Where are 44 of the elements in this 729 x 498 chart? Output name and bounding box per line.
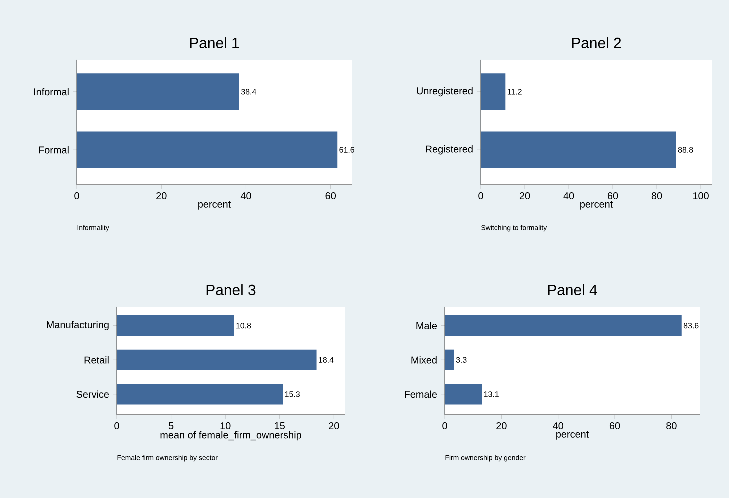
bar: [117, 350, 317, 370]
x-tick-label: 80: [652, 192, 662, 200]
x-tick-label: 5: [168, 422, 174, 430]
y-tick-label: Retail: [84, 356, 109, 364]
x-axis-title: percent: [556, 431, 590, 440]
x-tick-label: 15: [275, 422, 285, 430]
x-tick-label: 40: [553, 422, 564, 430]
x-tick-label: 20: [156, 192, 167, 200]
x-axis-title: mean of female_firm_ownership: [160, 431, 302, 441]
x-tick-label: 20: [520, 192, 530, 200]
x-tick-label: 20: [496, 422, 507, 430]
x-tick-label: 20: [329, 422, 340, 430]
chart-title: Panel 4: [548, 284, 598, 296]
x-tick-label: 40: [240, 192, 252, 200]
x-tick-label: 40: [564, 192, 574, 200]
y-tick-label: Formal: [39, 146, 69, 154]
bar: [117, 384, 284, 405]
y-tick-label: Manufacturing: [47, 321, 109, 330]
bar: [445, 316, 682, 336]
y-tick-label: Male: [416, 322, 438, 330]
x-tick-label: 0: [114, 422, 120, 430]
y-tick-label: Registered: [426, 145, 473, 155]
chart-title: Panel 2: [572, 38, 622, 48]
x-tick-label: 10: [220, 422, 231, 430]
y-tick-label: Unregistered: [417, 87, 473, 97]
x-axis-title: percent: [198, 201, 232, 210]
bar: [117, 316, 234, 336]
y-tick-label: Service: [76, 390, 110, 398]
x-tick-label: 60: [326, 192, 336, 200]
y-tick-label: Mixed: [412, 356, 437, 364]
y-tick-label: Female: [405, 390, 438, 398]
x-tick-label: 0: [442, 422, 448, 430]
bar: [445, 350, 454, 370]
x-axis-title: percent: [580, 201, 614, 210]
chart-title: Panel 1: [190, 38, 240, 48]
x-tick-label: 60: [610, 422, 620, 430]
y-tick-label: Informal: [34, 88, 69, 96]
bar: [445, 384, 482, 405]
x-tick-label: 100: [693, 192, 709, 200]
x-tick-label: 60: [608, 192, 618, 200]
chart-title: Panel 3: [206, 284, 256, 296]
x-tick-label: 0: [478, 192, 484, 200]
x-tick-label: 80: [666, 422, 677, 430]
x-tick-label: 0: [74, 192, 80, 200]
